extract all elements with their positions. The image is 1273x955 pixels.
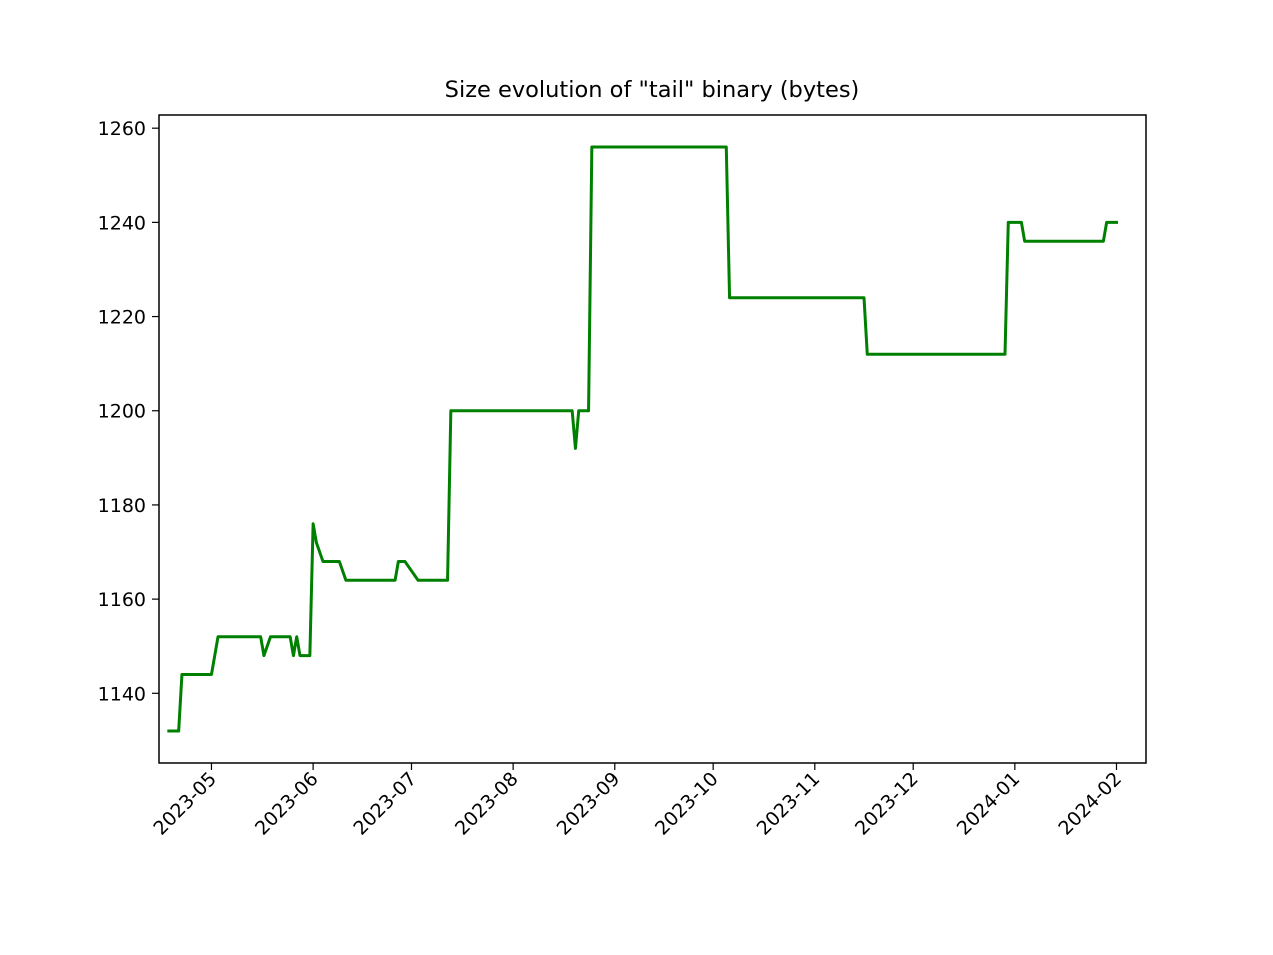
y-tick-label: 1140 [98, 683, 146, 705]
plot-frame [158, 114, 1147, 764]
chart-title: Size evolution of "tail" binary (bytes) [445, 77, 860, 103]
y-tick-label: 1180 [98, 495, 146, 517]
y-tick-label: 1200 [98, 401, 146, 423]
data-layer [167, 145, 1118, 733]
y-tick-label: 1240 [98, 212, 146, 234]
y-tick-label: 1160 [98, 589, 146, 611]
y-tick-label: 1220 [98, 307, 146, 329]
series-line [167, 145, 1118, 733]
y-tick-label: 1260 [98, 118, 146, 140]
